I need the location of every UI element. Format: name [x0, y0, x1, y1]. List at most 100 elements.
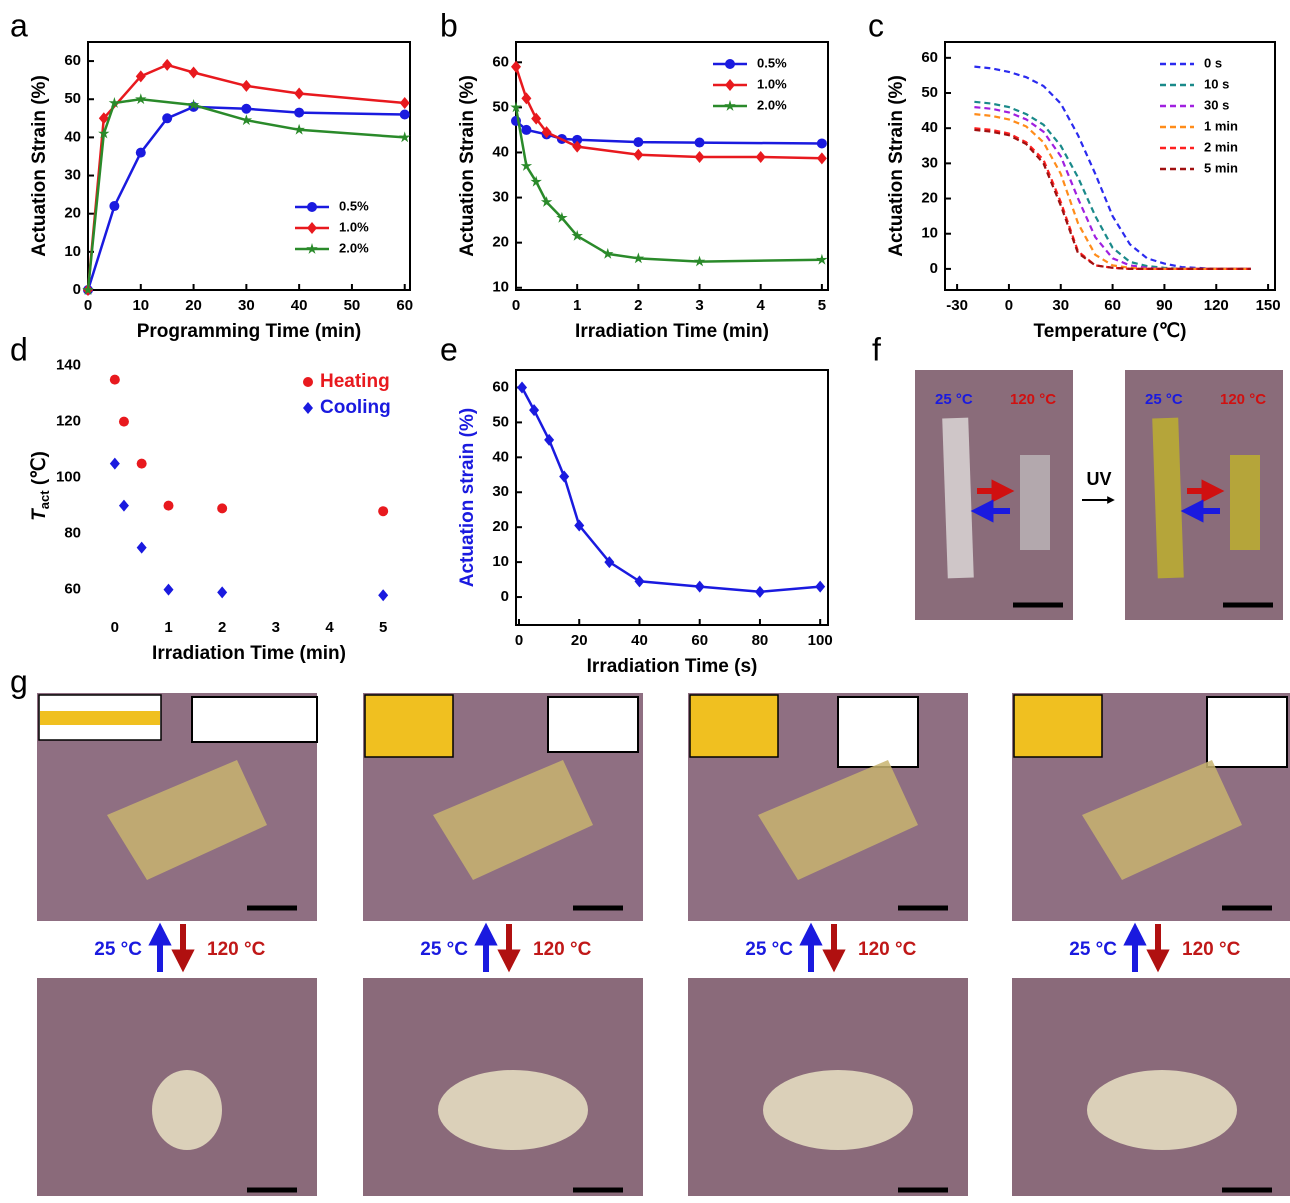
- legend-marker: [307, 202, 317, 212]
- y-tick-label: 30: [492, 189, 509, 206]
- y-tick-label: 40: [921, 119, 938, 136]
- marker: [164, 501, 174, 511]
- marker: [137, 459, 147, 469]
- arrow-head: [1107, 496, 1115, 504]
- x-tick-label: 90: [1156, 297, 1173, 314]
- photo-label-cold: 25 °C: [1145, 391, 1183, 408]
- photo-label-hot: 120 °C: [1220, 391, 1266, 408]
- arrow-head: [1123, 923, 1146, 946]
- marker: [633, 137, 643, 147]
- marker: [695, 151, 705, 163]
- x-tick-label: 0: [111, 619, 119, 636]
- y-tick-label: 50: [492, 98, 509, 115]
- panel-label: e: [440, 331, 458, 367]
- x-tick-label: 10: [132, 297, 149, 314]
- inset-pattern: [690, 695, 778, 757]
- y-axis-label-sub: act: [37, 490, 52, 509]
- x-tick-label: 100: [808, 632, 833, 649]
- marker: [217, 503, 227, 513]
- y-tick-label: 40: [492, 448, 509, 465]
- marker: [633, 149, 643, 161]
- uv-label: UV: [1086, 469, 1111, 489]
- x-tick-label: 40: [631, 632, 648, 649]
- y-tick-label: 20: [492, 518, 509, 535]
- series-line: [516, 107, 822, 261]
- legend-label: 30 s: [1204, 97, 1229, 112]
- marker: [521, 92, 531, 104]
- marker: [400, 109, 410, 119]
- legend-label: 0.5%: [339, 198, 369, 213]
- x-tick-label: 1: [164, 619, 172, 636]
- panel-label: b: [440, 7, 458, 43]
- sample-actuated: [152, 1070, 222, 1150]
- photo-label-hot: 120 °C: [1182, 939, 1241, 960]
- y-tick-label: 40: [64, 128, 81, 145]
- x-tick-label: 0: [1005, 297, 1013, 314]
- photo-label-cold: 25 °C: [1069, 939, 1117, 960]
- strip-hot: [1020, 455, 1050, 550]
- x-tick-label: 5: [818, 297, 826, 314]
- photo-label-hot: 120 °C: [207, 939, 266, 960]
- marker: [559, 471, 569, 483]
- x-tick-label: 4: [325, 619, 334, 636]
- x-tick-label: 0: [512, 297, 520, 314]
- y-axis-label: Tact (℃): [29, 451, 52, 521]
- x-tick-label: 40: [291, 297, 308, 314]
- y-tick-label: 60: [492, 53, 509, 70]
- y-tick-label: 0: [930, 260, 938, 277]
- x-tick-label: 80: [752, 632, 769, 649]
- photo-label-cold: 25 °C: [420, 939, 468, 960]
- y-tick-label: 10: [64, 243, 81, 260]
- marker: [695, 138, 705, 148]
- y-axis-label: Actuation Strain (%): [886, 75, 907, 257]
- marker: [110, 458, 120, 470]
- legend-marker: [303, 377, 313, 387]
- arrow-head: [474, 923, 497, 946]
- photo-label-cold: 25 °C: [935, 391, 973, 408]
- marker: [817, 138, 827, 148]
- x-tick-label: 3: [695, 297, 703, 314]
- x-tick-label: 1: [573, 297, 581, 314]
- y-tick-label: 50: [492, 413, 509, 430]
- y-tick-label: 60: [64, 52, 81, 69]
- marker: [109, 201, 119, 211]
- x-tick-label: 2: [634, 297, 642, 314]
- y-tick-label: 100: [56, 469, 81, 486]
- x-tick-label: 3: [272, 619, 280, 636]
- x-axis-label: Programming Time (min): [137, 321, 362, 342]
- y-tick-label: 40: [492, 143, 509, 160]
- marker: [817, 152, 827, 164]
- x-tick-label: 0: [84, 297, 92, 314]
- series-line: [522, 388, 820, 592]
- marker: [634, 575, 644, 587]
- marker: [217, 586, 227, 598]
- legend-label: Cooling: [320, 397, 391, 418]
- arrow-head: [497, 950, 520, 973]
- x-tick-label: 0: [515, 632, 523, 649]
- y-tick-label: 0: [73, 281, 81, 298]
- inset-strain: [192, 697, 317, 742]
- legend-label: 1.0%: [339, 219, 369, 234]
- arrow-head: [822, 950, 845, 973]
- inset-pattern: [365, 695, 453, 757]
- series-line: [88, 65, 405, 290]
- y-tick-label: 0: [501, 588, 509, 605]
- marker: [378, 589, 388, 601]
- y-tick-label: 120: [56, 413, 81, 430]
- marker: [400, 97, 410, 109]
- x-tick-label: 120: [1204, 297, 1229, 314]
- y-tick-label: 30: [64, 167, 81, 184]
- legend-label: 2.0%: [339, 240, 369, 255]
- y-tick-label: 30: [921, 154, 938, 171]
- marker: [815, 581, 825, 593]
- marker: [136, 148, 146, 158]
- panel-label: f: [872, 331, 881, 367]
- y-tick-label: 60: [492, 378, 509, 395]
- inset-pattern: [1014, 695, 1102, 757]
- marker: [164, 584, 174, 596]
- legend-label: 1 min: [1204, 118, 1238, 133]
- marker: [521, 160, 532, 171]
- panel-label: a: [10, 7, 28, 43]
- legend-label: 1.0%: [757, 76, 787, 91]
- inset-strain: [1207, 697, 1287, 767]
